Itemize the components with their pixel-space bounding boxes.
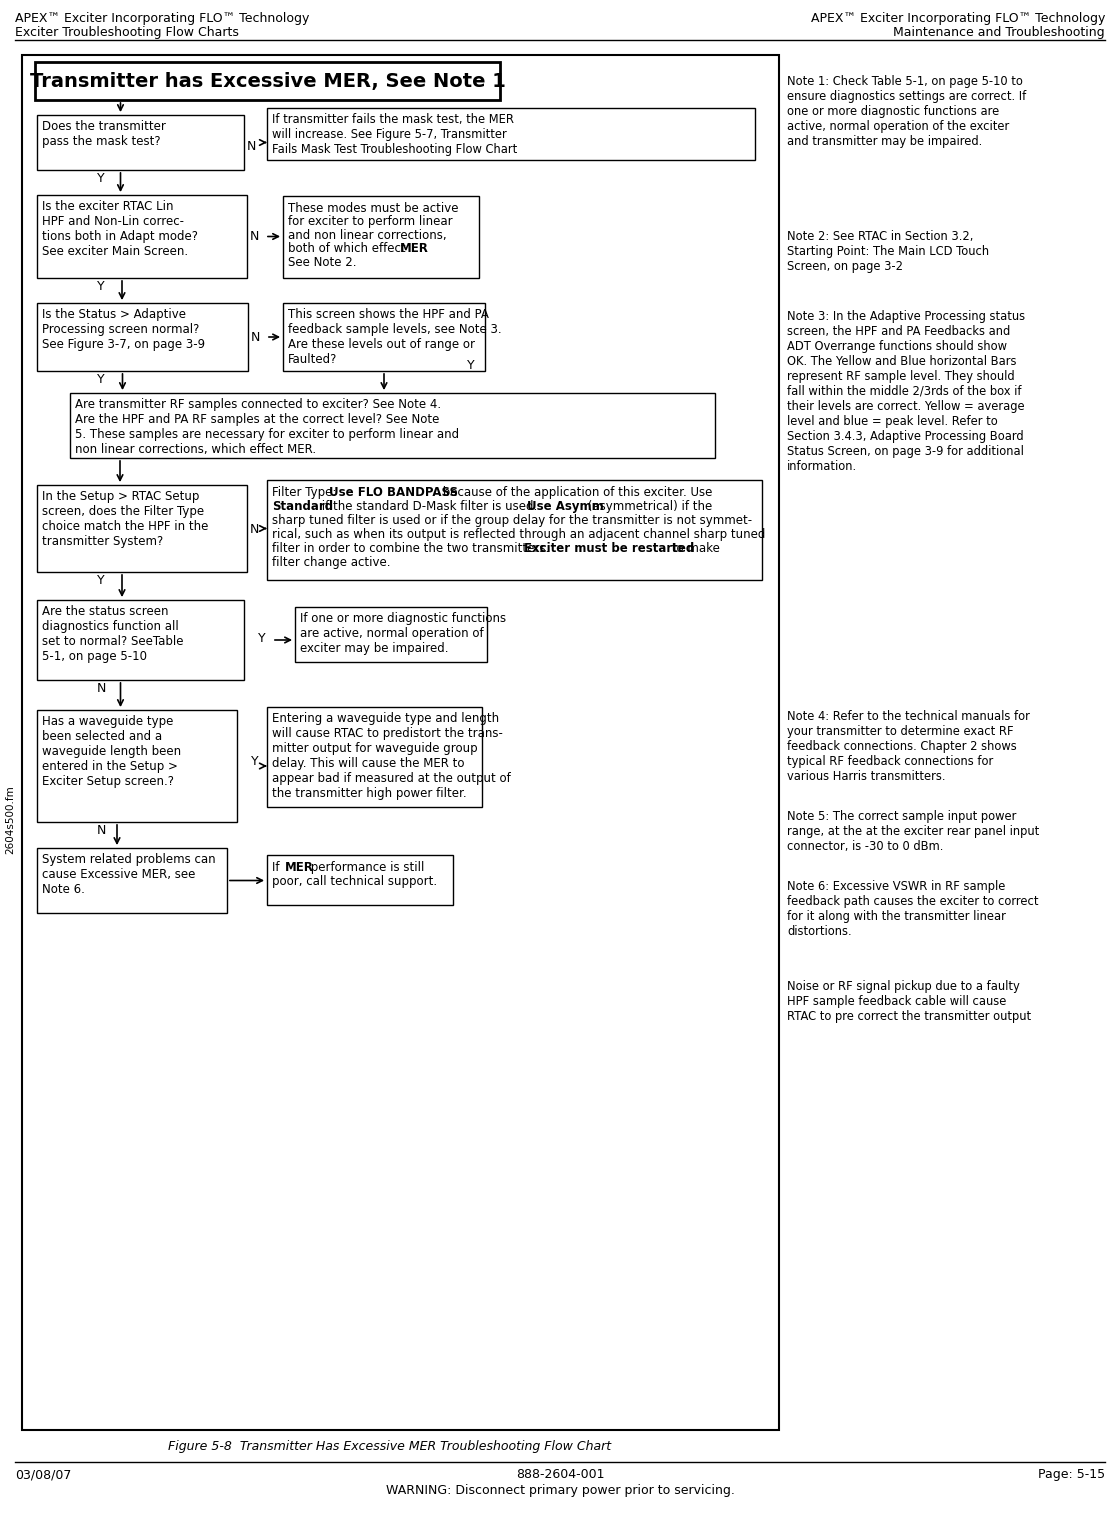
- Text: N: N: [251, 330, 261, 344]
- Text: Note 1: Check Table 5-1, on page 5-10 to
ensure diagnostics settings are correct: Note 1: Check Table 5-1, on page 5-10 to…: [787, 75, 1026, 148]
- Bar: [37, 848, 227, 913]
- Text: .: .: [424, 243, 427, 255]
- Text: if the standard D-Mask filter is used.: if the standard D-Mask filter is used.: [318, 500, 540, 513]
- Text: filter change active.: filter change active.: [272, 556, 391, 569]
- Text: Transmitter has Excessive MER, See Note 1: Transmitter has Excessive MER, See Note …: [29, 72, 506, 91]
- Bar: [267, 480, 762, 579]
- Text: Y: Y: [97, 373, 104, 386]
- Text: See Note 2.: See Note 2.: [288, 257, 357, 269]
- Text: N: N: [250, 231, 260, 243]
- Text: Exciter must be restarted: Exciter must be restarted: [524, 543, 694, 555]
- Text: because of the application of this exciter. Use: because of the application of this excit…: [439, 486, 713, 500]
- Bar: [35, 61, 500, 100]
- Text: Is the Status > Adaptive
Processing screen normal?
See Figure 3-7, on page 3-9: Is the Status > Adaptive Processing scre…: [43, 307, 205, 350]
- Text: N: N: [250, 523, 260, 536]
- Text: System related problems can
cause Excessive MER, see
Note 6.: System related problems can cause Excess…: [43, 853, 216, 896]
- Text: Figure 5-8  Transmitter Has Excessive MER Troubleshooting Flow Chart: Figure 5-8 Transmitter Has Excessive MER…: [169, 1440, 612, 1452]
- Text: Exciter Troubleshooting Flow Charts: Exciter Troubleshooting Flow Charts: [15, 26, 238, 38]
- Bar: [37, 486, 247, 572]
- Text: Y: Y: [97, 573, 104, 587]
- Text: Noise or RF signal pickup due to a faulty
HPF sample feedback cable will cause
R: Noise or RF signal pickup due to a fault…: [787, 981, 1031, 1024]
- Text: This screen shows the HPF and PA
feedback sample levels, see Note 3.
Are these l: This screen shows the HPF and PA feedbac…: [288, 307, 501, 366]
- Text: Note 2: See RTAC in Section 3.2,
Starting Point: The Main LCD Touch
Screen, on p: Note 2: See RTAC in Section 3.2, Startin…: [787, 231, 989, 274]
- Text: 2604s500.fm: 2604s500.fm: [4, 785, 15, 855]
- Text: WARNING: Disconnect primary power prior to servicing.: WARNING: Disconnect primary power prior …: [386, 1485, 734, 1497]
- Bar: [37, 303, 248, 370]
- Bar: [267, 108, 755, 160]
- Text: for exciter to perform linear: for exciter to perform linear: [288, 215, 452, 229]
- Text: APEX™ Exciter Incorporating FLO™ Technology: APEX™ Exciter Incorporating FLO™ Technol…: [15, 12, 309, 25]
- Text: filter in order to combine the two transmitters.: filter in order to combine the two trans…: [272, 543, 553, 555]
- Text: Use Asymm: Use Asymm: [527, 500, 604, 513]
- Text: If transmitter fails the mask test, the MER
will increase. See Figure 5-7, Trans: If transmitter fails the mask test, the …: [272, 114, 517, 155]
- Text: N: N: [97, 682, 106, 695]
- Text: and non linear corrections,: and non linear corrections,: [288, 229, 446, 241]
- Bar: [37, 710, 237, 822]
- Text: N: N: [97, 824, 106, 838]
- Text: Use FLO BANDPASS: Use FLO BANDPASS: [329, 486, 458, 500]
- Bar: [37, 115, 244, 171]
- Text: APEX™ Exciter Incorporating FLO™ Technology: APEX™ Exciter Incorporating FLO™ Technol…: [810, 12, 1104, 25]
- Text: If one or more diagnostic functions
are active, normal operation of
exciter may : If one or more diagnostic functions are …: [300, 612, 506, 655]
- Text: Note 3: In the Adaptive Processing status
screen, the HPF and PA Feedbacks and
A: Note 3: In the Adaptive Processing statu…: [787, 310, 1025, 473]
- Text: Y: Y: [97, 172, 104, 184]
- Bar: [37, 195, 247, 278]
- Text: Y: Y: [251, 755, 258, 768]
- Text: Note 5: The correct sample input power
range, at the at the exciter rear panel i: Note 5: The correct sample input power r…: [787, 810, 1040, 853]
- Text: Page: 5-15: Page: 5-15: [1038, 1468, 1104, 1482]
- Text: Filter Type:: Filter Type:: [272, 486, 340, 500]
- Bar: [283, 303, 485, 370]
- Text: (asymmetrical) if the: (asymmetrical) if the: [584, 500, 713, 513]
- Text: N: N: [247, 140, 256, 154]
- Bar: [267, 707, 482, 807]
- Text: Are transmitter RF samples connected to exciter? See Note 4.
Are the HPF and PA : Are transmitter RF samples connected to …: [75, 398, 459, 456]
- Text: Are the status screen
diagnostics function all
set to normal? SeeTable
5-1, on p: Are the status screen diagnostics functi…: [43, 606, 184, 662]
- Text: Is the exciter RTAC Lin
HPF and Non-Lin correc-
tions both in Adapt mode?
See ex: Is the exciter RTAC Lin HPF and Non-Lin …: [43, 200, 198, 258]
- Bar: [22, 55, 779, 1429]
- Text: If: If: [272, 861, 283, 875]
- Text: MER: MER: [285, 861, 313, 875]
- Text: both of which effect: both of which effect: [288, 243, 410, 255]
- Text: Y: Y: [467, 360, 474, 372]
- Text: rical, such as when its output is reflected through an adjacent channel sharp tu: rical, such as when its output is reflec…: [272, 529, 765, 541]
- Text: Note 6: Excessive VSWR in RF sample
feedback path causes the exciter to correct
: Note 6: Excessive VSWR in RF sample feed…: [787, 881, 1038, 938]
- Bar: [295, 607, 487, 662]
- Bar: [37, 599, 244, 679]
- Text: Note 4: Refer to the technical manuals for
your transmitter to determine exact R: Note 4: Refer to the technical manuals f…: [787, 710, 1029, 782]
- Text: MER: MER: [399, 243, 429, 255]
- Text: sharp tuned filter is used or if the group delay for the transmitter is not symm: sharp tuned filter is used or if the gro…: [272, 513, 752, 527]
- Text: Y: Y: [97, 280, 104, 294]
- Bar: [70, 393, 715, 458]
- Text: Does the transmitter
pass the mask test?: Does the transmitter pass the mask test?: [43, 120, 166, 148]
- Text: 03/08/07: 03/08/07: [15, 1468, 72, 1482]
- Text: Y: Y: [258, 632, 265, 646]
- Text: 888-2604-001: 888-2604-001: [516, 1468, 604, 1482]
- Text: These modes must be active: These modes must be active: [288, 201, 459, 215]
- Bar: [283, 197, 479, 278]
- Text: Has a waveguide type
been selected and a
waveguide length been
entered in the Se: Has a waveguide type been selected and a…: [43, 715, 181, 788]
- Text: Standard: Standard: [272, 500, 333, 513]
- Text: Maintenance and Troubleshooting: Maintenance and Troubleshooting: [893, 26, 1104, 38]
- Text: poor, call technical support.: poor, call technical support.: [272, 875, 438, 888]
- Text: performance is still: performance is still: [307, 861, 424, 875]
- Bar: [267, 855, 453, 905]
- Text: Entering a waveguide type and length
will cause RTAC to predistort the trans-
mi: Entering a waveguide type and length wil…: [272, 712, 510, 799]
- Text: to make: to make: [668, 543, 720, 555]
- Text: In the Setup > RTAC Setup
screen, does the Filter Type
choice match the HPF in t: In the Setup > RTAC Setup screen, does t…: [43, 490, 208, 549]
